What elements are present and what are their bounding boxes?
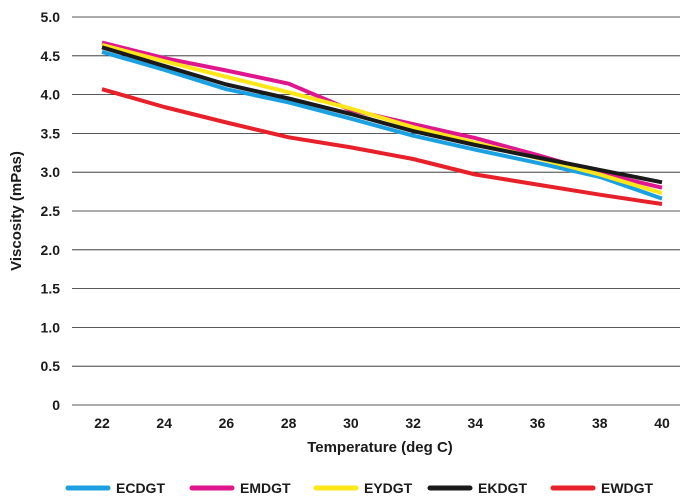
y-tick-label: 2.0 <box>41 242 61 258</box>
series-line-ewdgt <box>101 87 663 206</box>
x-tick-label: 36 <box>530 415 546 431</box>
y-tick-label: 3.5 <box>41 125 61 141</box>
x-tick-label: 28 <box>281 415 297 431</box>
x-axis-title: Temperature (deg C) <box>307 439 453 456</box>
y-tick-label: 5.0 <box>41 9 61 25</box>
y-tick-label: 4.5 <box>41 48 61 64</box>
x-tick-label: 30 <box>343 415 359 431</box>
series-line-ekdgt <box>101 45 663 185</box>
legend: ECDGT EMDGT EYDGT EKDGT EWDGT <box>65 480 654 496</box>
gridlines <box>72 16 680 406</box>
y-tick-label: 4.0 <box>41 87 61 103</box>
x-tick-label: 32 <box>405 415 421 431</box>
series-line-ecdgt <box>101 49 663 201</box>
legend-label-ecdgt: ECDGT <box>116 480 165 496</box>
legend-label-eydgt: EYDGT <box>364 480 413 496</box>
y-tick-label: 1.0 <box>41 319 61 335</box>
x-tick-label: 24 <box>156 415 172 431</box>
x-tick-label: 26 <box>219 415 235 431</box>
x-axis-tick-labels: 22 24 26 28 30 32 34 36 38 40 <box>94 415 670 431</box>
x-tick-label: 40 <box>654 415 670 431</box>
y-tick-label: 0 <box>52 397 60 413</box>
y-tick-label: 1.5 <box>41 281 61 297</box>
series-lines <box>101 40 663 206</box>
series-line-eydgt <box>101 42 663 196</box>
legend-label-ekdgt: EKDGT <box>478 480 527 496</box>
x-tick-label: 22 <box>94 415 110 431</box>
y-tick-label: 3.0 <box>41 164 61 180</box>
y-axis-title: Viscosity (mPas) <box>8 151 25 271</box>
x-tick-label: 38 <box>592 415 608 431</box>
x-tick-label: 34 <box>468 415 484 431</box>
legend-label-ewdgt: EWDGT <box>601 480 654 496</box>
y-tick-label: 2.5 <box>41 203 61 219</box>
y-axis-tick-labels: 0 0.5 1.0 1.5 2.0 2.5 3.0 3.5 4.0 4.5 5.0 <box>41 9 61 413</box>
legend-label-emdgt: EMDGT <box>240 480 291 496</box>
y-tick-label: 0.5 <box>41 358 61 374</box>
